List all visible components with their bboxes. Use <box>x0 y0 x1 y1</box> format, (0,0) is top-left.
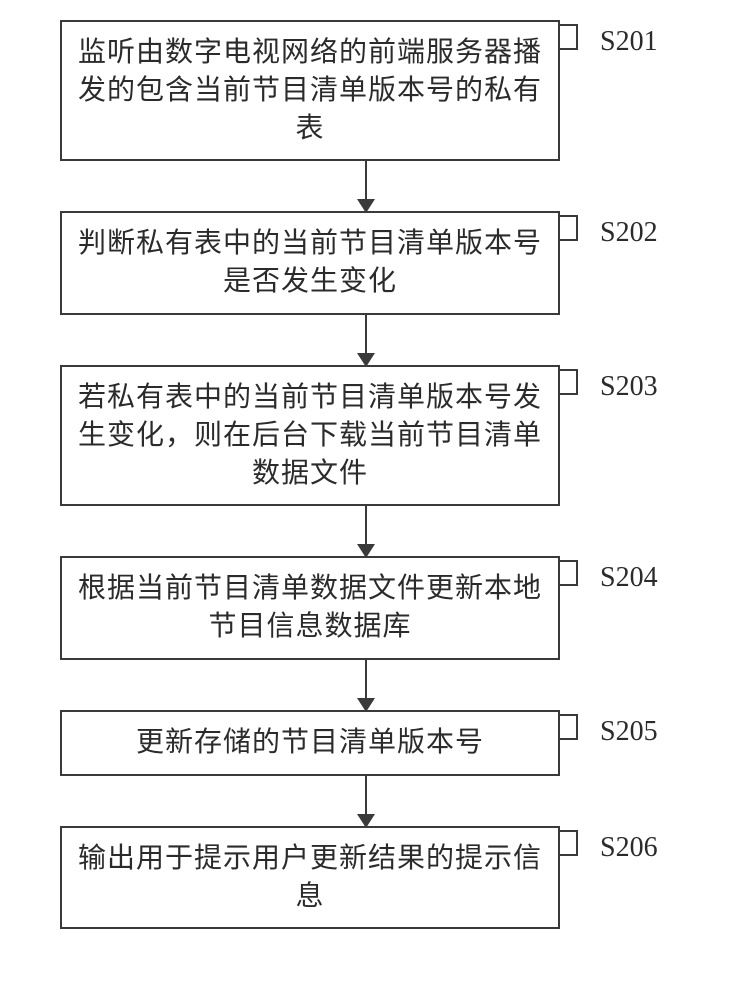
step-text: 输出用于提示用户更新结果的提示信息 <box>76 840 544 916</box>
flow-step: 更新存储的节目清单版本号 S205 <box>60 710 672 776</box>
step-text: 监听由数字电视网络的前端服务器播发的包含当前节目清单版本号的私有表 <box>76 34 544 147</box>
flow-arrow <box>116 506 616 556</box>
step-label: S205 <box>600 710 658 748</box>
step-text: 更新存储的节目清单版本号 <box>136 724 484 762</box>
step-box: 判断私有表中的当前节目清单版本号是否发生变化 <box>60 211 560 315</box>
step-box: 监听由数字电视网络的前端服务器播发的包含当前节目清单版本号的私有表 <box>60 20 560 161</box>
flow-arrow <box>116 161 616 211</box>
step-box: 更新存储的节目清单版本号 <box>60 710 560 776</box>
flow-arrow <box>116 776 616 826</box>
flow-step: 判断私有表中的当前节目清单版本号是否发生变化 S202 <box>60 211 672 315</box>
step-box: 若私有表中的当前节目清单版本号发生变化，则在后台下载当前节目清单数据文件 <box>60 365 560 506</box>
step-box: 输出用于提示用户更新结果的提示信息 <box>60 826 560 930</box>
step-label: S201 <box>600 20 658 58</box>
step-label: S203 <box>600 365 658 403</box>
step-text: 根据当前节目清单数据文件更新本地节目信息数据库 <box>76 570 544 646</box>
flowchart: 监听由数字电视网络的前端服务器播发的包含当前节目清单版本号的私有表 S201 判… <box>60 20 672 929</box>
step-text: 若私有表中的当前节目清单版本号发生变化，则在后台下载当前节目清单数据文件 <box>76 379 544 492</box>
step-box: 根据当前节目清单数据文件更新本地节目信息数据库 <box>60 556 560 660</box>
flow-step: 监听由数字电视网络的前端服务器播发的包含当前节目清单版本号的私有表 S201 <box>60 20 672 161</box>
step-label: S202 <box>600 211 658 249</box>
flow-step: 输出用于提示用户更新结果的提示信息 S206 <box>60 826 672 930</box>
flow-step: 根据当前节目清单数据文件更新本地节目信息数据库 S204 <box>60 556 672 660</box>
step-text: 判断私有表中的当前节目清单版本号是否发生变化 <box>76 225 544 301</box>
flow-arrow <box>116 660 616 710</box>
step-label: S204 <box>600 556 658 594</box>
flow-step: 若私有表中的当前节目清单版本号发生变化，则在后台下载当前节目清单数据文件 S20… <box>60 365 672 506</box>
flow-arrow <box>116 315 616 365</box>
step-label: S206 <box>600 826 658 864</box>
